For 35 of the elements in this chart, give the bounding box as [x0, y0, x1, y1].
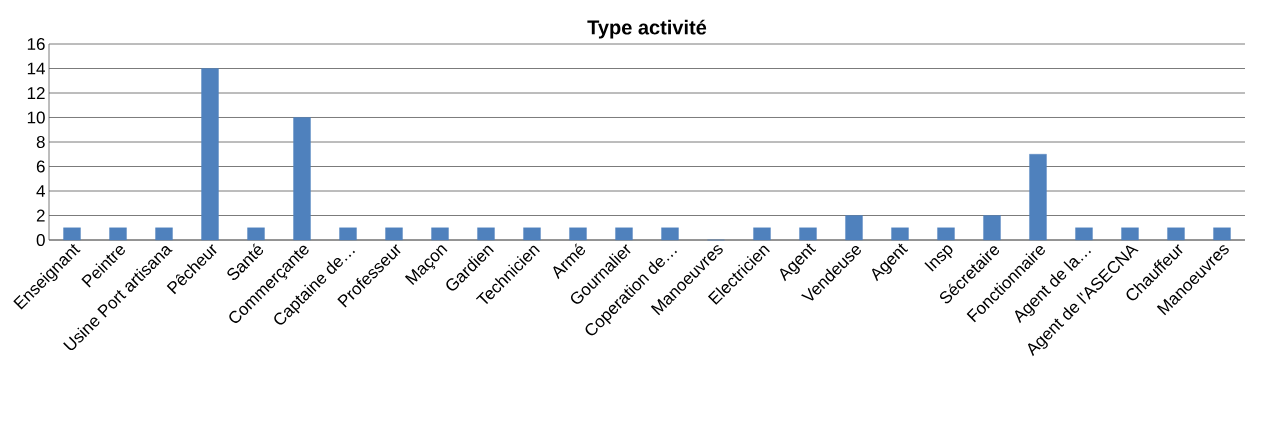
y-tick-label: 16 [27, 37, 45, 51]
bar [385, 227, 403, 241]
y-tick-label: 10 [27, 111, 45, 124]
bar [201, 68, 219, 241]
bar [661, 227, 679, 241]
y-tick-label: 0 [36, 233, 45, 247]
bar [569, 227, 587, 241]
bar [891, 227, 909, 241]
bar [845, 215, 863, 241]
bar [1167, 227, 1185, 241]
bar [1029, 154, 1047, 241]
bar [293, 117, 311, 241]
bar [339, 227, 357, 241]
y-tick-label: 12 [27, 87, 45, 99]
y-tick-label: 14 [27, 62, 45, 75]
bar [477, 227, 495, 241]
bar [247, 227, 265, 241]
bar [1121, 227, 1139, 241]
bar [1213, 227, 1231, 241]
bar [615, 227, 633, 241]
bar [109, 227, 127, 241]
bar [523, 227, 541, 241]
y-tick-label: 2 [36, 209, 45, 222]
bar [431, 227, 449, 241]
bar [155, 227, 173, 241]
bar [937, 227, 955, 241]
y-tick-label: 6 [36, 160, 45, 173]
bar [983, 215, 1001, 241]
y-tick-label: 4 [36, 185, 45, 197]
bar [63, 227, 81, 241]
y-tick-label: 8 [36, 135, 45, 149]
bar [753, 227, 771, 241]
chart-title: Type activité [587, 19, 707, 39]
bar [799, 227, 817, 241]
bar [1075, 227, 1093, 241]
